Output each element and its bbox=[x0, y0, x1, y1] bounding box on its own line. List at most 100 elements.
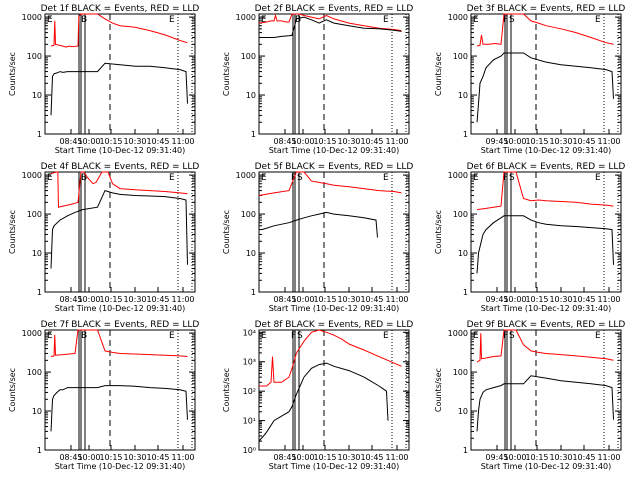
y-tick-label: 1000 bbox=[236, 13, 256, 22]
x-tick-label: 10:15 bbox=[313, 453, 336, 462]
marker-label: S bbox=[509, 331, 515, 341]
x-tick-label: 10:45 bbox=[360, 295, 383, 304]
marker-label: E bbox=[383, 15, 389, 25]
x-tick-label: 09:45 bbox=[485, 137, 508, 146]
x-tick-label: 08:45 bbox=[273, 137, 296, 146]
series-line-lld bbox=[476, 171, 614, 211]
chart-title: Det 6f BLACK = Events, RED = LLD bbox=[467, 162, 626, 172]
marker-label: B bbox=[81, 331, 87, 341]
x-axis-label: Start Time (10-Dec-12 09:31:40) bbox=[481, 304, 612, 313]
x-tick-label: 10:00 bbox=[291, 453, 314, 462]
y-tick-label: 1 bbox=[251, 130, 256, 139]
x-tick-label: 10:00 bbox=[503, 137, 526, 146]
x-tick-label: 11:00 bbox=[171, 453, 194, 462]
y-tick-label: 1 bbox=[251, 288, 256, 297]
y-tick-label: 1 bbox=[37, 446, 42, 455]
y-tick-label: 1 bbox=[37, 288, 42, 297]
x-tick-label: 10:00 bbox=[291, 295, 314, 304]
series-line-events bbox=[50, 62, 188, 116]
marker-label: E bbox=[261, 331, 267, 341]
y-tick-label: 1000 bbox=[236, 171, 256, 180]
x-tick-label: 10:00 bbox=[291, 137, 314, 146]
y-tick-label: 1 bbox=[463, 288, 468, 297]
marker-label: S bbox=[297, 173, 303, 183]
y-tick-label: 1 bbox=[463, 446, 468, 455]
y-axis-label: Counts/sec bbox=[222, 52, 231, 96]
marker-label: E bbox=[595, 173, 601, 183]
chart-title: Det 3f BLACK = Events, RED = LLD bbox=[467, 4, 626, 14]
marker-label: E bbox=[473, 331, 479, 341]
marker-label: E bbox=[383, 173, 389, 183]
plot-frame bbox=[470, 171, 622, 293]
marker-label: E bbox=[261, 15, 267, 25]
x-tick-label: 10:15 bbox=[99, 295, 122, 304]
series-line-events bbox=[476, 52, 614, 123]
marker-label: E bbox=[169, 331, 175, 341]
marker-label: E bbox=[595, 15, 601, 25]
chart-title: Det 1f BLACK = Events, RED = LLD bbox=[41, 4, 200, 14]
y-tick-label: 10 bbox=[32, 407, 42, 416]
x-tick-label: 10:30 bbox=[549, 295, 572, 304]
y-axis-label: Counts/sec bbox=[222, 368, 231, 412]
x-tick-label: 11:00 bbox=[597, 137, 620, 146]
y-tick-label: 10³ bbox=[243, 358, 256, 367]
chart-title: Det 2f BLACK = Events, RED = LLD bbox=[255, 4, 414, 14]
marker-label: S bbox=[509, 173, 515, 183]
y-tick-label: 10 bbox=[458, 407, 468, 416]
x-tick-label: 10:30 bbox=[549, 137, 572, 146]
y-tick-label: 1000 bbox=[448, 13, 468, 22]
y-axis-label: Counts/sec bbox=[222, 210, 231, 254]
x-tick-label: 11:00 bbox=[597, 295, 620, 304]
y-tick-label: 1000 bbox=[448, 329, 468, 338]
x-tick-label: 10:15 bbox=[525, 295, 548, 304]
series-line-lld bbox=[50, 329, 188, 357]
marker-label: B bbox=[81, 173, 87, 183]
x-tick-label: 10:15 bbox=[313, 295, 336, 304]
x-tick-label: 10:30 bbox=[337, 137, 360, 146]
series-line-lld bbox=[258, 13, 402, 32]
y-tick-label: 1 bbox=[463, 130, 468, 139]
y-tick-label: 100 bbox=[27, 210, 42, 219]
x-tick-label: 11:00 bbox=[171, 295, 194, 304]
x-tick-label: 10:45 bbox=[572, 137, 595, 146]
x-tick-label: 09:45 bbox=[485, 453, 508, 462]
series-line-events bbox=[259, 16, 402, 38]
chart-title: Det 8f BLACK = Events, RED = LLD bbox=[255, 320, 414, 330]
y-axis-label: Counts/sec bbox=[434, 210, 443, 254]
y-axis-label: Counts/sec bbox=[8, 210, 17, 254]
marker-label: E bbox=[595, 331, 601, 341]
x-tick-label: 10:30 bbox=[337, 295, 360, 304]
y-axis-label: Counts/sec bbox=[434, 52, 443, 96]
y-tick-label: 10⁴ bbox=[243, 328, 256, 337]
y-tick-label: 100 bbox=[453, 368, 468, 377]
series-line-lld bbox=[259, 329, 402, 387]
chart-title: Det 7f BLACK = Events, RED = LLD bbox=[41, 320, 200, 330]
plot-frame bbox=[258, 329, 410, 451]
x-tick-label: 11:00 bbox=[597, 453, 620, 462]
marker-label: E bbox=[47, 15, 53, 25]
marker-label: E bbox=[169, 173, 175, 183]
series-line-lld bbox=[50, 171, 188, 208]
chart-title: Det 5f BLACK = Events, RED = LLD bbox=[255, 162, 414, 172]
y-tick-label: 100 bbox=[27, 52, 42, 61]
x-tick-label: 11:00 bbox=[385, 295, 408, 304]
y-tick-label: 1000 bbox=[22, 13, 42, 22]
marker-label: F bbox=[503, 173, 508, 183]
y-tick-label: 10 bbox=[32, 91, 42, 100]
x-tick-label: 10:45 bbox=[146, 295, 169, 304]
x-tick-label: 08:45 bbox=[273, 453, 296, 462]
x-tick-label: 10:15 bbox=[99, 137, 122, 146]
x-axis-label: Start Time (10-Dec-12 09:31:40) bbox=[269, 462, 400, 471]
series-line-lld bbox=[476, 329, 614, 363]
x-tick-label: 10:45 bbox=[572, 295, 595, 304]
marker-label: E bbox=[169, 15, 175, 25]
series-line-lld bbox=[258, 171, 402, 196]
y-tick-label: 1 bbox=[37, 130, 42, 139]
